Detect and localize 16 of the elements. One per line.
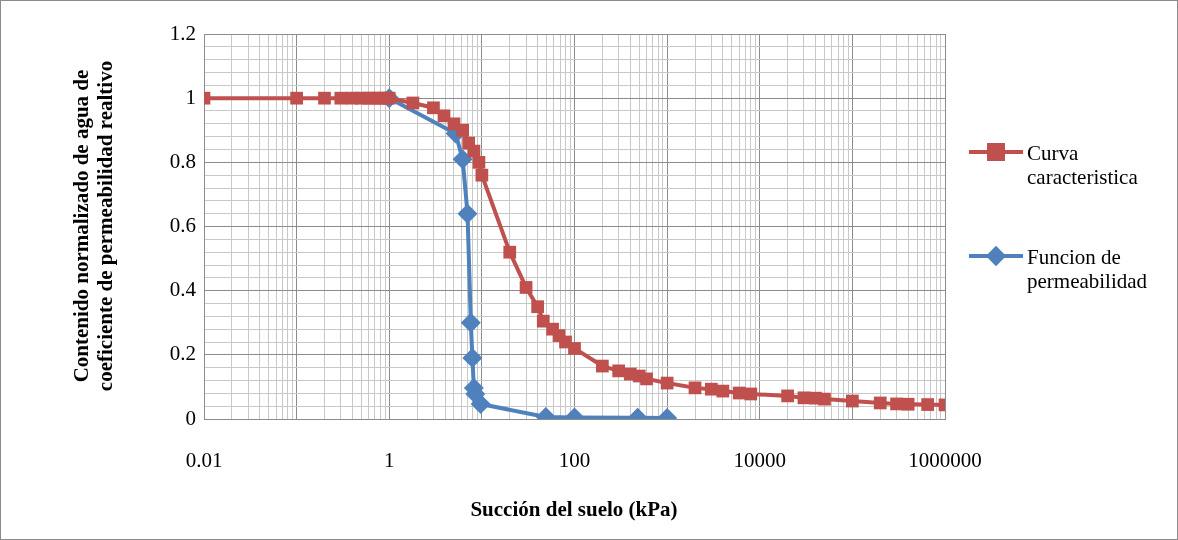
y-tick-label: 1 — [185, 84, 196, 109]
y-tick-label: 0.8 — [169, 148, 196, 173]
x-tick-label: 0.01 — [185, 448, 223, 473]
x-axis-title: Succión del suelo (kPa) — [470, 497, 678, 522]
y-tick-label: 1.2 — [169, 20, 196, 45]
legend-label: Curva caracteristica — [1027, 141, 1139, 189]
legend-label: Funcion de permeabilidad — [1027, 245, 1149, 293]
x-tick-label: 1 — [384, 448, 395, 473]
x-tick-label: 1000000 — [908, 448, 982, 473]
y-tick-label: 0.2 — [169, 341, 196, 366]
y-tick-label: 0 — [185, 405, 196, 430]
y-tick-label: 0.4 — [169, 277, 197, 302]
x-tick-label: 10000 — [733, 448, 786, 473]
y-tick-label: 0.6 — [169, 213, 196, 238]
x-tick-label: 100 — [558, 448, 591, 473]
y-axis-title: Contenido normalizado de agua de coeficiente de permeabilidad realtivo — [69, 59, 117, 394]
